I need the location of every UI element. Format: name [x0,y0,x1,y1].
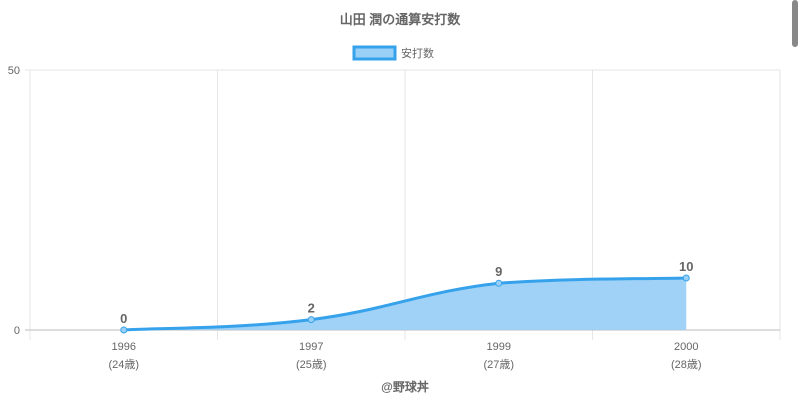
legend[interactable]: 安打数 [352,45,434,61]
data-point [307,316,315,324]
x-tick-sublabel: (28歳) [671,358,702,371]
y-tick-label: 0 [14,325,20,337]
x-tick-label: 1996 [112,341,136,353]
chart-title: 山田 潤の通算安打数 [340,12,462,27]
x-tick-sublabel: (24歳) [108,358,139,371]
data-point [495,279,503,287]
scrollbar[interactable] [792,0,798,47]
data-label: 10 [679,259,693,274]
x-tick-label: 1997 [299,341,323,353]
data-point [120,326,128,334]
series-area [123,278,687,330]
x-tick-sublabel: (27歳) [483,358,514,371]
data-label: 0 [120,311,127,326]
data-label: 9 [495,264,502,279]
x-tick-sublabel: (25歳) [296,358,327,371]
series-line [123,276,687,332]
legend-swatch [352,45,397,61]
legend-label: 安打数 [401,46,434,60]
data-point [682,274,690,282]
x-tick-label: 2000 [674,341,698,353]
x-tick-label: 1999 [487,341,511,353]
data-label: 2 [308,301,315,316]
footer-credit: @野球丼 [381,379,429,394]
y-tick-label: 50 [8,65,20,77]
